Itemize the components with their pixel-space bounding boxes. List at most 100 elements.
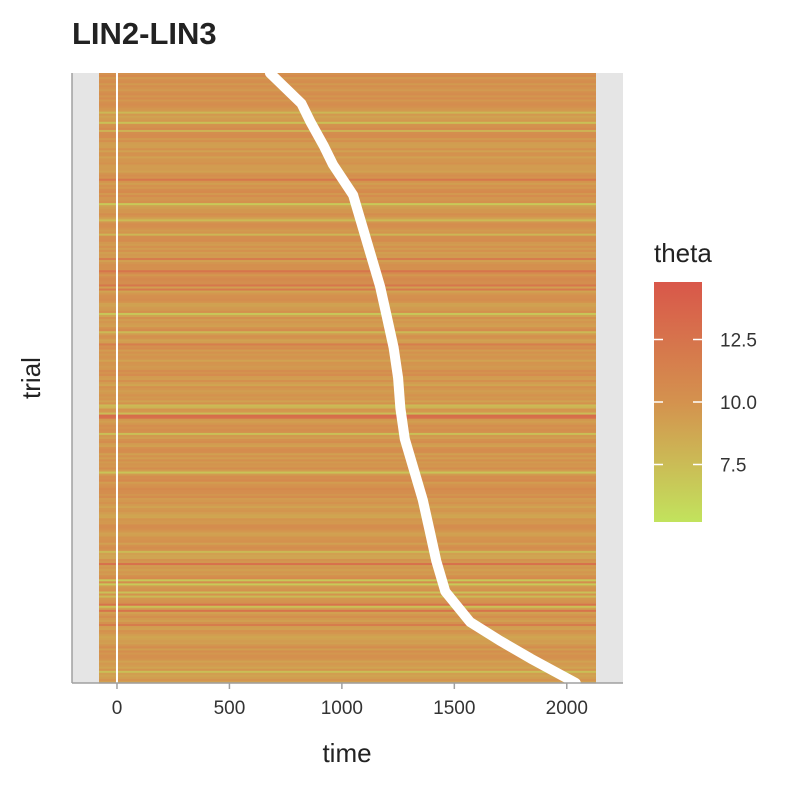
heatmap-row	[99, 258, 596, 261]
heatmap-row	[99, 217, 596, 220]
heatmap-row	[99, 146, 596, 149]
heatmap-row	[99, 121, 596, 125]
heatmap-row	[99, 644, 596, 647]
heatmap-row	[99, 664, 596, 668]
heatmap-row	[99, 441, 596, 444]
heatmap-row	[99, 127, 596, 131]
heatmap-row	[99, 174, 596, 178]
heatmap-row	[99, 266, 596, 269]
heatmap-row	[99, 571, 596, 574]
heatmap-row	[99, 164, 596, 168]
heatmap-row	[99, 109, 596, 113]
heatmap-row	[99, 158, 596, 162]
heatmap-row	[99, 168, 596, 172]
heatmap-row	[99, 569, 596, 572]
heatmap-row	[99, 583, 596, 586]
heatmap-row	[99, 656, 596, 660]
heatmap-row	[99, 296, 596, 300]
heatmap-row	[99, 650, 596, 654]
heatmap-row	[99, 552, 596, 556]
heatmap-row	[99, 416, 596, 420]
heatmap-row	[99, 317, 596, 320]
heatmap-row	[99, 443, 596, 446]
heatmap-row	[99, 197, 596, 200]
heatmap-row	[99, 384, 596, 387]
heatmap-row	[99, 550, 596, 554]
heatmap-row	[99, 617, 596, 621]
heatmap-row	[99, 601, 596, 605]
heatmap-row	[99, 73, 596, 76]
heatmap-row	[99, 475, 596, 479]
heatmap-row	[99, 314, 596, 318]
heatmap-row	[99, 567, 596, 570]
heatmap-row	[99, 357, 596, 361]
heatmap-row	[99, 654, 596, 658]
heatmap-row	[99, 508, 596, 511]
heatmap-row	[99, 585, 596, 589]
heatmap-row	[99, 312, 596, 316]
heatmap-row	[99, 219, 596, 223]
heatmap-row	[99, 119, 596, 123]
heatmap-row	[99, 589, 596, 593]
x-tick-label: 2000	[546, 698, 588, 719]
heatmap-row	[99, 518, 596, 521]
heatmap-row	[99, 394, 596, 397]
heatmap-row	[99, 382, 596, 385]
heatmap-row	[99, 587, 596, 591]
heatmap-row	[99, 599, 596, 603]
heatmap-row	[99, 215, 596, 218]
legend-tick-label: 7.5	[720, 456, 746, 477]
heatmap-row	[99, 658, 596, 662]
heatmap-row	[99, 556, 596, 560]
heatmap-row	[99, 337, 596, 340]
heatmap-row	[99, 77, 596, 80]
heatmap-row	[99, 526, 596, 530]
heatmap-row	[99, 247, 596, 251]
heatmap-row	[99, 298, 596, 302]
heatmap-row	[99, 107, 596, 111]
heatmap-row	[99, 235, 596, 239]
heatmap-row	[99, 331, 596, 334]
heatmap-row	[99, 530, 596, 534]
heatmap-row	[99, 388, 596, 391]
x-tick-label: 500	[214, 698, 246, 719]
heatmap-row	[99, 465, 596, 469]
heatmap-row	[99, 672, 596, 676]
heatmap-row	[99, 264, 596, 267]
heatmap-row	[99, 660, 596, 664]
heatmap-row	[99, 455, 596, 458]
heatmap-row	[99, 359, 596, 363]
heatmap-row	[99, 260, 596, 263]
heatmap-row	[99, 447, 596, 450]
heatmap-row	[99, 306, 596, 310]
heatmap-row	[99, 422, 596, 426]
legend-tick-label: 12.5	[720, 331, 757, 352]
heatmap-row	[99, 630, 596, 633]
heatmap-row	[99, 493, 596, 497]
heatmap-row	[99, 268, 596, 271]
heatmap-row	[99, 500, 596, 503]
heatmap-row	[99, 233, 596, 237]
heatmap-row	[99, 597, 596, 601]
heatmap-row	[99, 459, 596, 462]
heatmap-row	[99, 538, 596, 542]
heatmap-row	[99, 577, 596, 580]
heatmap-row	[99, 333, 596, 336]
heatmap-row	[99, 361, 596, 365]
heatmap-row	[99, 140, 596, 143]
heatmap-row	[99, 378, 596, 381]
heatmap-row	[99, 160, 596, 164]
heatmap-row	[99, 205, 596, 208]
heatmap-row	[99, 225, 596, 229]
heatmap-row	[99, 129, 596, 133]
heatmap-row	[99, 638, 596, 641]
heatmap-row	[99, 323, 596, 326]
heatmap-row	[99, 479, 596, 483]
heatmap-row	[99, 457, 596, 460]
heatmap-row	[99, 302, 596, 306]
heatmap-row	[99, 622, 596, 625]
heatmap-row	[99, 565, 596, 568]
heatmap-row	[99, 195, 596, 198]
heatmap-row	[99, 221, 596, 225]
